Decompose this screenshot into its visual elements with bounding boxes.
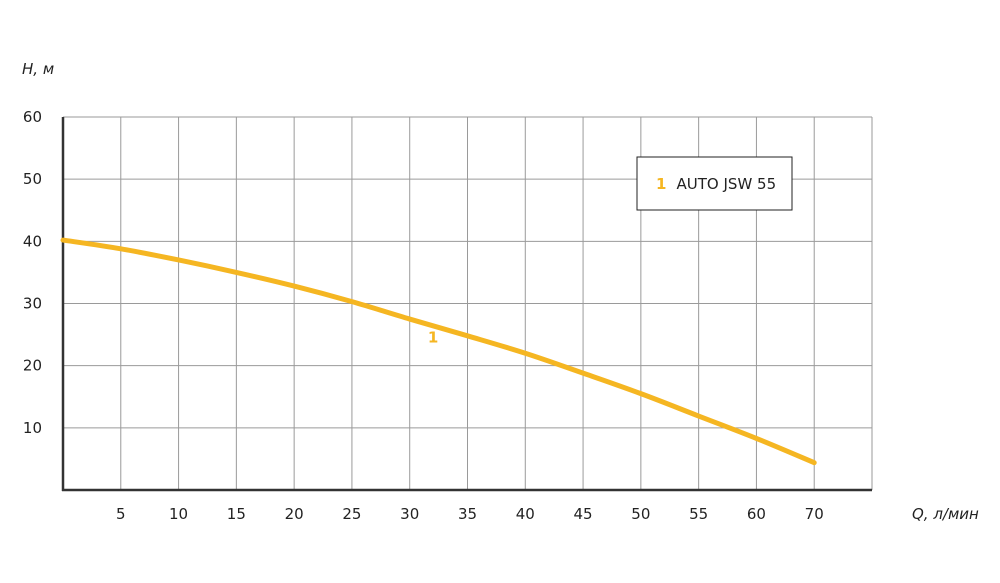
x-tick-label: 40 [516, 505, 535, 523]
legend-series-number: 1 [656, 175, 666, 193]
x-axis-title: Q, л/мин [912, 505, 979, 523]
x-tick-label: 60 [747, 505, 766, 523]
x-tick-label: 55 [689, 505, 708, 523]
x-tick-label: 5 [116, 505, 126, 523]
x-tick-label: 10 [169, 505, 188, 523]
y-tick-label: 10 [23, 419, 42, 437]
y-tick-label: 30 [23, 295, 42, 313]
y-axis-title: H, м [22, 60, 54, 78]
series-curve-label: 1 [428, 329, 438, 347]
x-tick-label: 50 [631, 505, 650, 523]
y-tick-label: 50 [23, 170, 42, 188]
y-tick-label: 20 [23, 357, 42, 375]
y-tick-labels: 10 20 30 40 50 60 [23, 108, 42, 437]
x-tick-label: 35 [458, 505, 477, 523]
y-tick-label: 40 [23, 232, 42, 250]
series-group: 1 [60, 237, 817, 466]
legend-box [636, 156, 793, 211]
legend: 1 AUTO JSW 55 [636, 156, 793, 211]
legend-series-name: AUTO JSW 55 [677, 175, 777, 193]
y-tick-label: 60 [23, 108, 42, 126]
legend-entry: 1 AUTO JSW 55 [656, 174, 776, 193]
x-tick-label: 25 [342, 505, 361, 523]
x-tick-label: 45 [574, 505, 593, 523]
series-line [60, 237, 817, 466]
x-tick-label: 70 [805, 505, 824, 523]
x-tick-label: 15 [227, 505, 246, 523]
x-tick-labels: 5 10 15 20 25 30 35 40 45 50 55 60 70 [116, 505, 824, 523]
x-tick-label: 30 [400, 505, 419, 523]
x-tick-label: 20 [285, 505, 304, 523]
axes [61, 117, 872, 492]
